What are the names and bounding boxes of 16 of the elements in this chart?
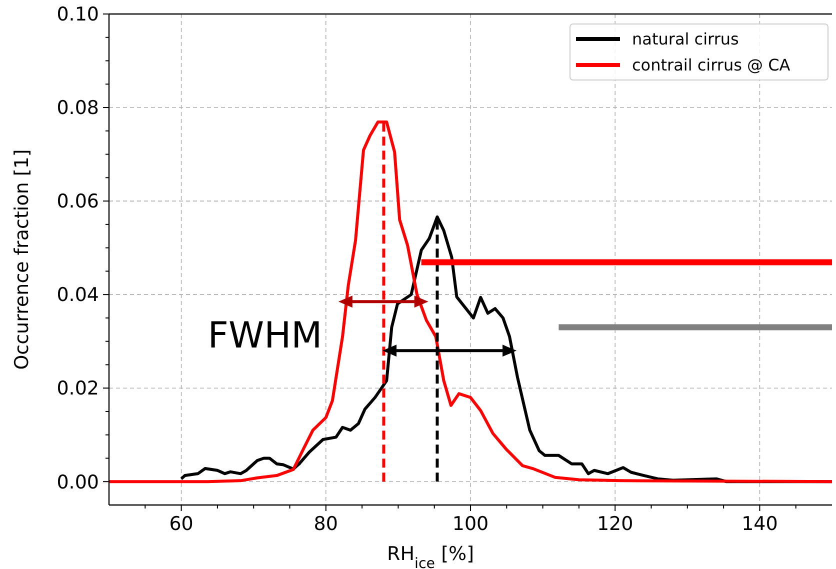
x-tick-label: 60	[169, 513, 194, 535]
y-tick-label: 0.04	[56, 284, 99, 306]
y-tick-label: 0.08	[56, 97, 99, 120]
legend-label: natural cirrus	[632, 30, 739, 49]
x-tick-label: 80	[314, 513, 338, 535]
text: 0.00	[56, 471, 99, 494]
legend-label: contrail cirrus @ CA	[632, 56, 790, 75]
y-tick-label: 0.02	[56, 378, 99, 400]
x-tick-label: 120	[596, 513, 634, 535]
y-axis-title: Occurrence fraction [1]	[11, 149, 33, 370]
y-tick-label: 0.10	[56, 4, 99, 26]
annotation: FWHM	[208, 316, 322, 357]
y-tick-label: 0.06	[56, 190, 99, 213]
x-tick-label: 100	[452, 513, 489, 535]
x-axis-title: RH$_{ice}$ [%]	[387, 543, 474, 569]
x-tick-label: 140	[742, 513, 778, 535]
